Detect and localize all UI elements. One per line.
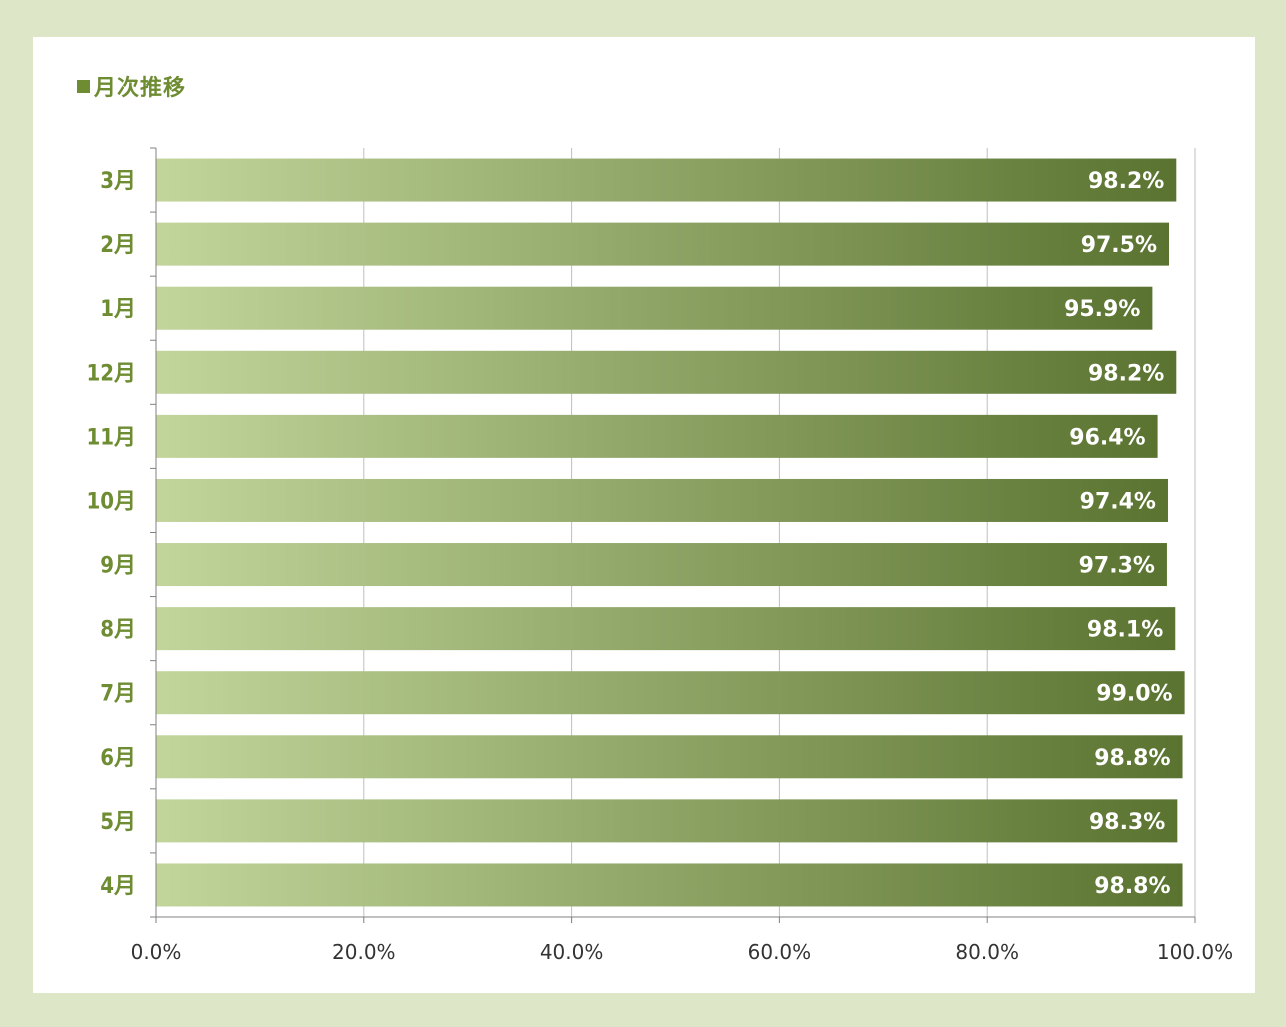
- bar: [156, 671, 1185, 715]
- category-label: 7月: [100, 682, 136, 707]
- category-label: 3月: [100, 169, 136, 194]
- category-label: 9月: [100, 554, 136, 579]
- bar: [156, 222, 1170, 266]
- labels: 0.0% 20.0% 40.0% 60.0% 80.0% 100.0% 98.2% 3月 97.…: [86, 169, 1233, 964]
- chart-title: 月次推移: [77, 70, 186, 102]
- bar: [156, 607, 1176, 651]
- x-tick-label: 60.0%: [748, 940, 812, 964]
- value-label: 98.8%: [1094, 874, 1170, 899]
- title-square-icon: [77, 80, 90, 93]
- bar: [156, 350, 1177, 394]
- bars: [156, 158, 1185, 907]
- bar: [156, 863, 1183, 907]
- bar: [156, 799, 1178, 843]
- category-label: 12月: [86, 361, 136, 386]
- category-label: 6月: [100, 746, 136, 771]
- category-label: 10月: [86, 489, 136, 514]
- category-label: 4月: [100, 874, 136, 899]
- value-label: 98.2%: [1088, 169, 1164, 194]
- category-label: 1月: [100, 297, 136, 322]
- value-label: 98.1%: [1087, 618, 1163, 643]
- category-label: 11月: [86, 425, 136, 450]
- value-label: 98.8%: [1094, 746, 1170, 771]
- bar: [156, 414, 1158, 458]
- x-tick-label: 0.0%: [131, 940, 182, 964]
- bar: [156, 478, 1168, 522]
- x-tick-label: 80.0%: [955, 940, 1019, 964]
- category-label: 8月: [100, 618, 136, 643]
- chart-title-text: 月次推移: [94, 76, 187, 101]
- bar: [156, 543, 1167, 587]
- x-tick-label: 40.0%: [540, 940, 604, 964]
- bar: [156, 158, 1177, 202]
- x-tick-label: 100.0%: [1157, 940, 1233, 964]
- value-label: 96.4%: [1069, 425, 1145, 450]
- gridlines: [363, 148, 1196, 917]
- value-label: 99.0%: [1096, 682, 1172, 707]
- value-label: 97.3%: [1079, 554, 1155, 579]
- bar: [156, 735, 1183, 779]
- value-label: 95.9%: [1064, 297, 1140, 322]
- value-label: 98.3%: [1089, 810, 1165, 835]
- value-label: 97.5%: [1081, 233, 1157, 258]
- category-label: 2月: [100, 233, 136, 258]
- x-tick-label: 20.0%: [332, 940, 396, 964]
- category-label: 5月: [100, 810, 136, 835]
- axes: [150, 147, 1196, 923]
- bar: [156, 286, 1153, 330]
- value-label: 98.2%: [1088, 361, 1164, 386]
- value-label: 97.4%: [1080, 489, 1156, 514]
